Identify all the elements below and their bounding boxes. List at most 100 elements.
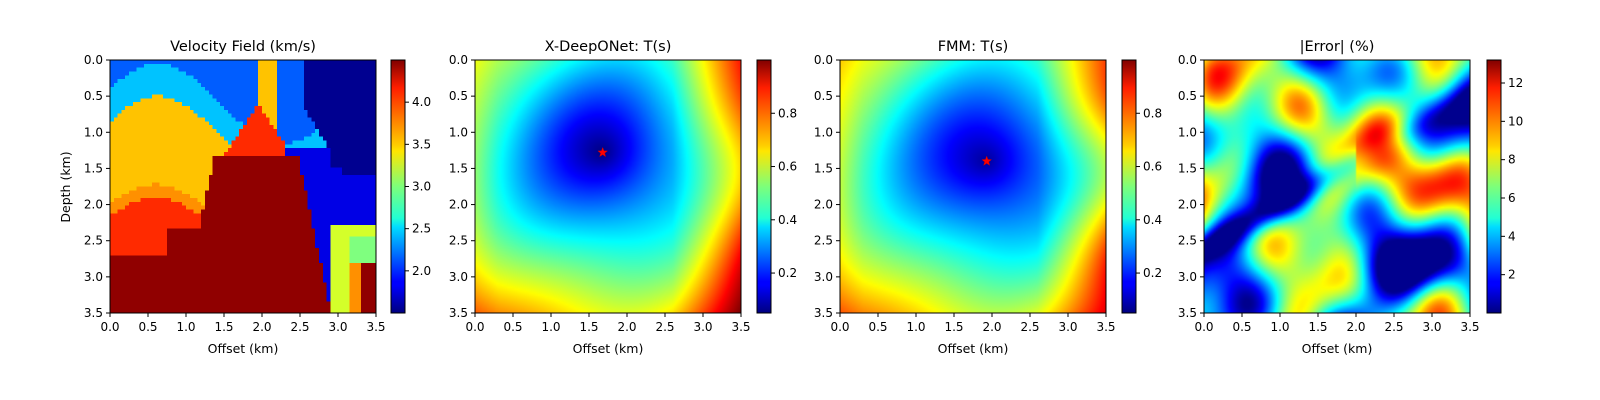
y-tick-label: 1.0 — [1178, 125, 1197, 139]
colorbar-tick-label: 0.6 — [1143, 160, 1162, 174]
x-tick-label: 0.5 — [138, 320, 157, 334]
y-axis: 0.0 0.5 1.0 1.5 2.0 2.5 3.0 3.5 — [1178, 53, 1204, 320]
source-star-marker — [981, 155, 993, 166]
x-axis: 0.0 0.5 1.0 1.5 2.0 2.5 3.0 3.5 — [465, 313, 751, 334]
x-tick-label: 0.0 — [100, 320, 119, 334]
y-tick-label: 0.0 — [84, 53, 103, 67]
y-tick-label: 0.5 — [84, 89, 103, 103]
x-axis-label: Offset (km) — [1302, 341, 1373, 356]
x-tick-label: 1.5 — [579, 320, 598, 334]
y-axis: 0.0 0.5 1.0 1.5 2.0 2.5 3.0 3.5 — [449, 53, 475, 320]
y-tick-label: 0.0 — [1178, 53, 1197, 67]
x-tick-label: 0.0 — [830, 320, 849, 334]
axes-frame — [839, 59, 1107, 314]
x-tick-label: 3.0 — [1422, 320, 1441, 334]
y-axis-label: Depth (km) — [58, 151, 73, 222]
y-tick-label: 0.5 — [449, 89, 468, 103]
x-tick-label: 2.0 — [252, 320, 271, 334]
y-tick-label: 2.5 — [814, 234, 833, 248]
y-tick-label: 3.0 — [1178, 270, 1197, 284]
colorbar-tick-label: 0.4 — [778, 213, 797, 227]
x-tick-label: 3.0 — [328, 320, 347, 334]
y-tick-label: 2.5 — [1178, 234, 1197, 248]
x-tick-label: 0.5 — [503, 320, 522, 334]
y-tick-label: 0.0 — [814, 53, 833, 67]
x-tick-label: 1.0 — [541, 320, 560, 334]
colorbar-tick-label: 3.0 — [412, 180, 431, 194]
colorbar — [756, 59, 772, 314]
x-tick-label: 2.5 — [1384, 320, 1403, 334]
x-axis: 0.0 0.5 1.0 1.5 2.0 2.5 3.0 3.5 — [100, 313, 386, 334]
y-tick-label: 3.5 — [84, 306, 103, 320]
x-axis: 0.0 0.5 1.0 1.5 2.0 2.5 3.0 3.5 — [1194, 313, 1480, 334]
colorbar-tick-label: 0.2 — [1143, 266, 1162, 280]
x-tick-label: 1.0 — [906, 320, 925, 334]
x-axis-label: Offset (km) — [208, 341, 279, 356]
panel-title: |Error| (%) — [1300, 39, 1375, 55]
y-tick-label: 1.0 — [84, 125, 103, 139]
y-tick-label: 3.5 — [814, 306, 833, 320]
colorbar-tick-label: 2 — [1508, 268, 1516, 282]
x-tick-label: 0.5 — [868, 320, 887, 334]
y-tick-label: 1.0 — [814, 125, 833, 139]
traveltime-heatmap — [840, 60, 1106, 313]
x-tick-label: 0.5 — [1232, 320, 1251, 334]
x-tick-label: 2.5 — [290, 320, 309, 334]
panel-velocity: Velocity Field (km/s) 0.0 0.5 1.0 1.5 2.0 2.5… — [58, 39, 431, 356]
colorbar-tick-label: 0.8 — [778, 106, 797, 120]
axes-frame — [474, 59, 742, 314]
x-tick-label: 0.0 — [1194, 320, 1213, 334]
colorbar — [1486, 59, 1502, 314]
y-tick-label: 0.0 — [449, 53, 468, 67]
colorbar-tick-label: 2.5 — [412, 222, 431, 236]
y-tick-label: 2.0 — [84, 198, 103, 212]
y-tick-label: 3.5 — [449, 306, 468, 320]
colorbar-tick-label: 6 — [1508, 191, 1516, 205]
x-tick-label: 3.5 — [366, 320, 385, 334]
x-tick-label: 3.5 — [1460, 320, 1479, 334]
y-tick-label: 3.0 — [814, 270, 833, 284]
panel-error: |Error| (%) 0.0 0.5 1.0 1.5 2.0 2.5 3.0 3.5 0.0… — [1178, 39, 1523, 356]
y-tick-label: 1.0 — [449, 125, 468, 139]
source-star — [597, 146, 609, 158]
x-tick-label: 3.0 — [1058, 320, 1077, 334]
panel-title: FMM: T(s) — [938, 39, 1009, 55]
y-axis: 0.0 0.5 1.0 1.5 2.0 2.5 3.0 3.5 — [814, 53, 840, 320]
source-star — [981, 155, 993, 166]
colorbar-ticks: 2 4 6 8 10 12 — [1501, 76, 1523, 282]
y-tick-label: 2.0 — [449, 198, 468, 212]
y-tick-label: 1.5 — [814, 161, 833, 175]
y-tick-label: 1.5 — [1178, 161, 1197, 175]
colorbar-tick-label: 8 — [1508, 153, 1516, 167]
y-tick-label: 2.5 — [449, 234, 468, 248]
x-tick-label: 1.5 — [1308, 320, 1327, 334]
colorbar-tick-label: 0.6 — [778, 160, 797, 174]
y-tick-label: 1.5 — [449, 161, 468, 175]
y-tick-label: 3.5 — [1178, 306, 1197, 320]
panel-fmm: FMM: T(s) 0.0 0.5 1.0 1.5 2.0 2.5 3.0 3.5 0.0 0.… — [814, 39, 1162, 356]
colorbar-tick-label: 0.8 — [1143, 106, 1162, 120]
x-tick-label: 1.5 — [944, 320, 963, 334]
x-axis-label: Offset (km) — [573, 341, 644, 356]
source-star-marker — [597, 146, 609, 158]
colorbar-tick-label: 2.0 — [412, 264, 431, 278]
colorbar-tick-label: 12 — [1508, 76, 1523, 90]
y-tick-label: 3.0 — [84, 270, 103, 284]
x-tick-label: 2.5 — [1020, 320, 1039, 334]
error-heatmap — [1204, 60, 1470, 313]
panel-title: Velocity Field (km/s) — [170, 39, 316, 55]
y-tick-label: 2.0 — [814, 198, 833, 212]
traveltime-heatmap — [475, 60, 741, 313]
y-tick-label: 2.5 — [84, 234, 103, 248]
x-tick-label: 1.0 — [176, 320, 195, 334]
colorbar-ticks: 2.0 2.5 3.0 3.5 4.0 — [405, 95, 431, 278]
colorbar-tick-label: 10 — [1508, 114, 1523, 128]
colorbar-tick-label: 0.4 — [1143, 213, 1162, 227]
y-axis: 0.0 0.5 1.0 1.5 2.0 2.5 3.0 3.5 — [84, 53, 110, 320]
x-tick-label: 0.0 — [465, 320, 484, 334]
x-tick-label: 2.0 — [617, 320, 636, 334]
x-tick-label: 3.5 — [1096, 320, 1115, 334]
colorbar-tick-label: 0.2 — [778, 266, 797, 280]
x-tick-label: 3.0 — [693, 320, 712, 334]
